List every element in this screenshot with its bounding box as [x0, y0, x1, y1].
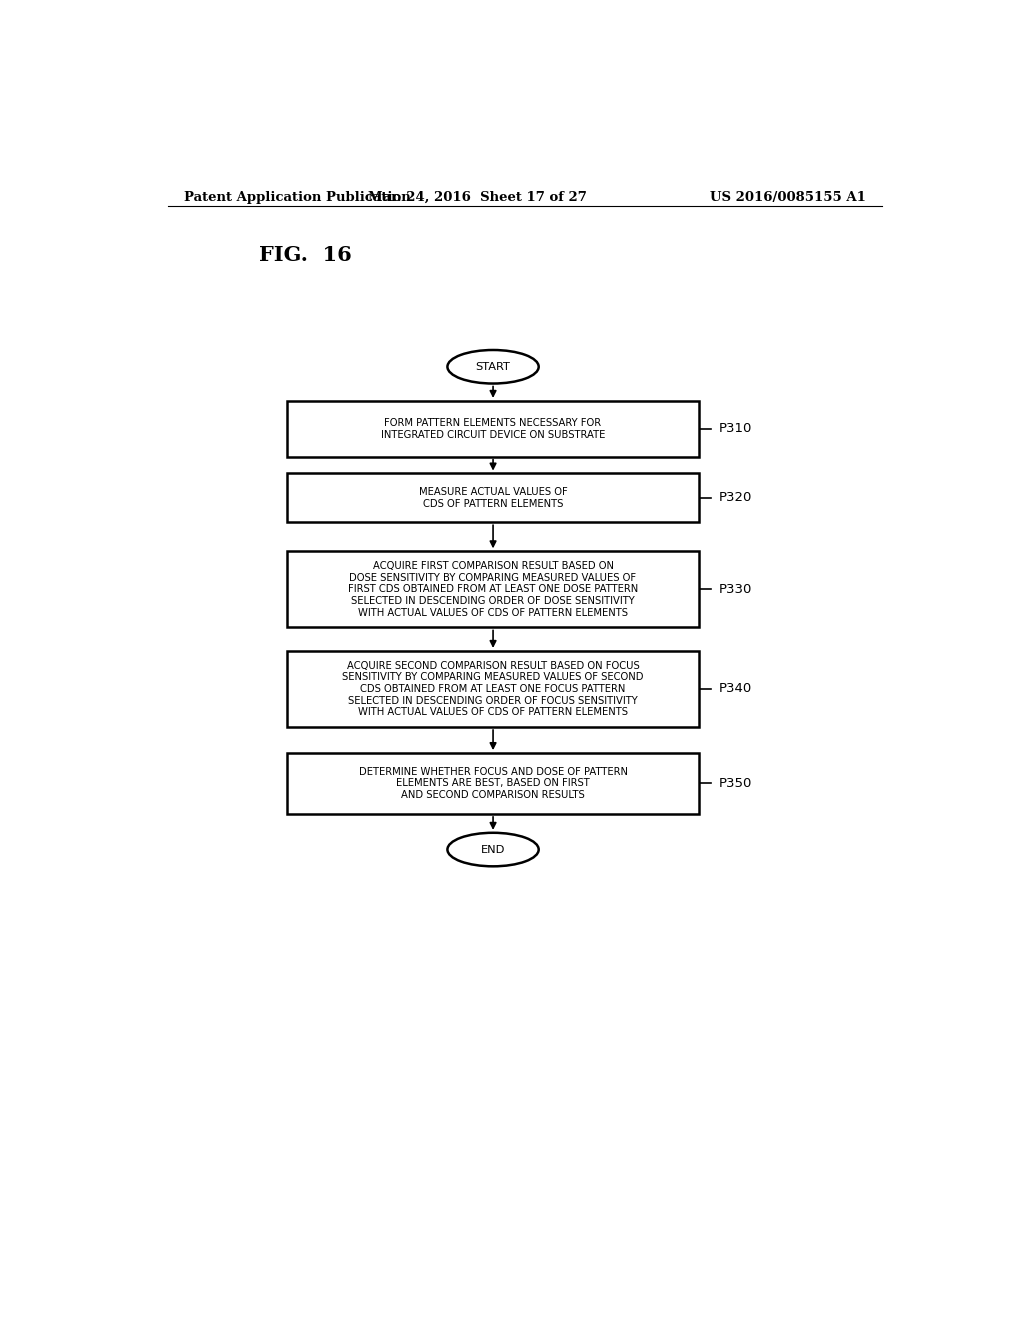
Text: END: END: [481, 845, 505, 854]
Text: MEASURE ACTUAL VALUES OF
CDS OF PATTERN ELEMENTS: MEASURE ACTUAL VALUES OF CDS OF PATTERN …: [419, 487, 567, 508]
Text: DETERMINE WHETHER FOCUS AND DOSE OF PATTERN
ELEMENTS ARE BEST, BASED ON FIRST
AN: DETERMINE WHETHER FOCUS AND DOSE OF PATT…: [358, 767, 628, 800]
Text: ACQUIRE SECOND COMPARISON RESULT BASED ON FOCUS
SENSITIVITY BY COMPARING MEASURE: ACQUIRE SECOND COMPARISON RESULT BASED O…: [342, 661, 644, 717]
Text: P330: P330: [719, 583, 753, 595]
Text: Patent Application Publication: Patent Application Publication: [183, 190, 411, 203]
Text: FORM PATTERN ELEMENTS NECESSARY FOR
INTEGRATED CIRCUIT DEVICE ON SUBSTRATE: FORM PATTERN ELEMENTS NECESSARY FOR INTE…: [381, 418, 605, 440]
Text: Mar. 24, 2016  Sheet 17 of 27: Mar. 24, 2016 Sheet 17 of 27: [368, 190, 587, 203]
FancyBboxPatch shape: [287, 474, 699, 523]
Ellipse shape: [447, 833, 539, 866]
FancyBboxPatch shape: [287, 552, 699, 627]
FancyBboxPatch shape: [287, 752, 699, 814]
Text: START: START: [475, 362, 511, 372]
Text: P320: P320: [719, 491, 753, 504]
Text: FIG.  16: FIG. 16: [259, 246, 351, 265]
Text: P340: P340: [719, 682, 753, 696]
Text: US 2016/0085155 A1: US 2016/0085155 A1: [711, 190, 866, 203]
FancyBboxPatch shape: [287, 651, 699, 727]
Text: ACQUIRE FIRST COMPARISON RESULT BASED ON
DOSE SENSITIVITY BY COMPARING MEASURED : ACQUIRE FIRST COMPARISON RESULT BASED ON…: [348, 561, 638, 618]
Text: P310: P310: [719, 422, 753, 436]
Ellipse shape: [447, 350, 539, 384]
FancyBboxPatch shape: [287, 401, 699, 457]
Text: P350: P350: [719, 777, 753, 789]
